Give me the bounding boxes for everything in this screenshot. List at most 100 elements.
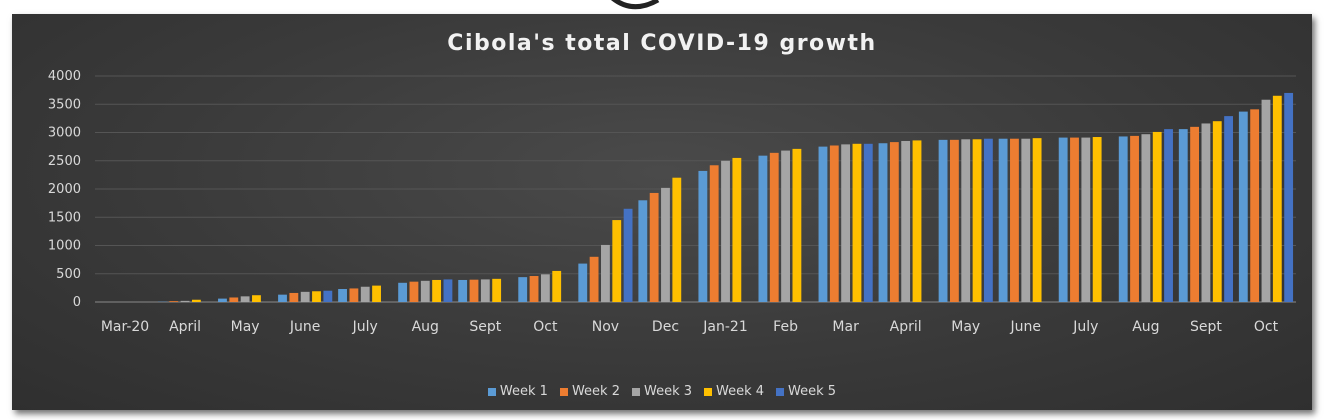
bar-week-1 xyxy=(278,294,287,302)
legend-label: Week 3 xyxy=(643,384,693,399)
bar-week-5 xyxy=(983,138,993,302)
legend-item: Week 3 xyxy=(631,384,693,399)
bar-week-4 xyxy=(852,143,862,302)
bar-week-3 xyxy=(661,187,670,302)
bar-week-2 xyxy=(409,281,419,302)
legend-swatch xyxy=(704,387,713,396)
bar-week-3 xyxy=(961,139,971,302)
bar-week-1 xyxy=(518,277,528,302)
x-tick-label: Mar-20 xyxy=(101,319,149,335)
bar-week-3 xyxy=(360,286,370,302)
bar-week-3 xyxy=(1261,99,1271,302)
bar-week-1 xyxy=(758,155,768,302)
x-tick-label: Mar xyxy=(832,319,859,335)
x-tick-label: July xyxy=(352,319,378,335)
bar-week-3 xyxy=(721,160,730,302)
bar-week-2 xyxy=(529,276,539,302)
bar-week-3 xyxy=(901,140,911,302)
bar-week-2 xyxy=(649,192,659,302)
bar-week-3 xyxy=(240,296,250,302)
bar-week-3 xyxy=(300,291,310,302)
bar-week-1 xyxy=(1058,137,1068,302)
x-tick-label: July xyxy=(1072,319,1098,335)
bar-week-4 xyxy=(1212,121,1222,302)
bar-week-1 xyxy=(218,298,227,302)
legend-item: Week 5 xyxy=(776,384,836,399)
x-tick-label: June xyxy=(289,319,321,335)
bar-week-2 xyxy=(1070,137,1079,302)
bar-week-2 xyxy=(469,279,479,302)
bar-week-1 xyxy=(398,282,408,302)
x-tick-label: May xyxy=(951,319,980,335)
y-tick-label: 3500 xyxy=(48,97,81,112)
bar-week-3 xyxy=(180,300,190,302)
bar-week-4 xyxy=(972,139,982,302)
y-tick-label: 3000 xyxy=(48,126,81,141)
x-tick-label: April xyxy=(169,319,201,335)
y-tick-label: 500 xyxy=(56,267,81,282)
bar-week-2 xyxy=(769,152,779,302)
bar-week-2 xyxy=(349,288,359,302)
y-tick-label: 2000 xyxy=(48,182,81,197)
x-tick-label: June xyxy=(1010,319,1042,335)
legend-swatch xyxy=(559,387,568,396)
bar-week-3 xyxy=(1201,123,1211,303)
bar-week-5 xyxy=(1284,92,1294,302)
bar-week-4 xyxy=(732,157,742,302)
bar-week-4 xyxy=(1272,95,1282,303)
bar-week-1 xyxy=(638,200,648,302)
bar-week-2 xyxy=(949,139,959,302)
chart-panel: 0 500 1000 1500 2000 2500 3000 3500 4000 Mar-20 Ap… xyxy=(12,14,1312,410)
bar-week-1 xyxy=(1178,129,1188,302)
bar-week-1 xyxy=(878,143,888,302)
chart-plot: 0 500 1000 1500 2000 2500 3000 3500 4000 Mar-20 Ap… xyxy=(48,69,1296,335)
bar-week-4 xyxy=(372,285,381,302)
bar-week-2 xyxy=(709,165,719,302)
bar-week-2 xyxy=(589,256,599,302)
header-partial-glyph xyxy=(611,0,660,10)
legend-swatch xyxy=(487,387,496,396)
bar-week-2 xyxy=(889,142,899,302)
bar-week-2 xyxy=(229,297,239,302)
x-tick-label: Sept xyxy=(469,319,501,335)
x-tick-label: Oct xyxy=(1254,319,1279,335)
bar-week-5 xyxy=(323,290,333,302)
bar-week-4 xyxy=(912,140,922,302)
bar-week-4 xyxy=(191,299,201,302)
y-tick-label: 2500 xyxy=(48,154,81,169)
x-tick-label: May xyxy=(231,319,260,335)
x-tick-label: Dec xyxy=(652,319,679,335)
legend-label: Week 4 xyxy=(716,384,765,399)
bar-week-3 xyxy=(1081,137,1091,302)
bar-week-1 xyxy=(1118,136,1128,302)
x-tick-label: Aug xyxy=(412,319,439,335)
chart-legend: Week 1 Week 2 Week 3 Week 4 Week 5 xyxy=(12,384,1312,399)
legend-swatch xyxy=(776,387,785,396)
x-tick-label: Sept xyxy=(1190,319,1222,335)
bar-week-1 xyxy=(938,139,948,302)
bar-week-4 xyxy=(672,177,682,302)
bar-week-4 xyxy=(792,148,802,302)
bar-week-2 xyxy=(1190,126,1200,302)
y-tick-label: 4000 xyxy=(48,69,81,84)
bar-week-1 xyxy=(998,138,1008,302)
x-tick-label: Feb xyxy=(773,319,798,335)
bar-week-4 xyxy=(312,291,321,302)
bar-week-1 xyxy=(578,263,588,302)
bar-week-3 xyxy=(1141,134,1151,302)
bar-week-5 xyxy=(863,143,873,302)
bar-week-1 xyxy=(338,289,347,302)
bar-week-3 xyxy=(420,280,430,302)
legend-item: Week 4 xyxy=(704,384,764,399)
bar-week-5 xyxy=(1224,116,1234,303)
y-tick-label: 0 xyxy=(73,295,81,310)
x-tick-label: Nov xyxy=(592,319,619,335)
bar-week-4 xyxy=(252,295,261,302)
bar-week-4 xyxy=(1032,138,1042,302)
x-tick-label: Aug xyxy=(1132,319,1159,335)
bar-week-4 xyxy=(492,278,502,302)
x-tick-label: Oct xyxy=(533,319,558,335)
legend-swatch xyxy=(631,387,640,396)
bar-week-4 xyxy=(1092,137,1102,302)
bar-week-4 xyxy=(432,279,442,302)
